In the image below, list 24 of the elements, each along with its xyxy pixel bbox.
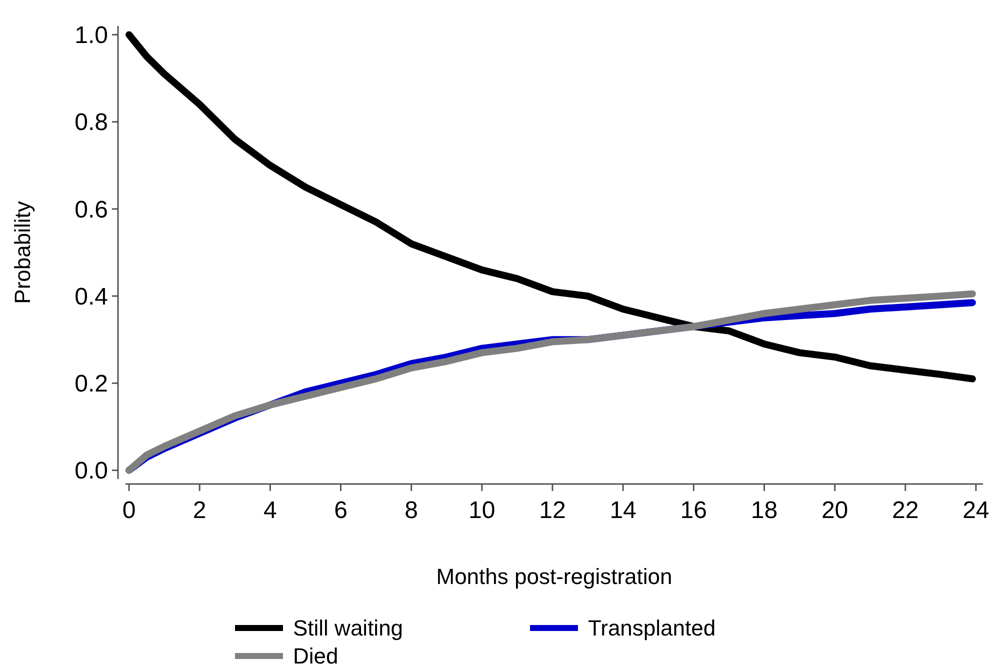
y-tick-label: 0.0 (74, 458, 108, 485)
x-tick-label: 6 (334, 497, 348, 524)
legend-label: Died (293, 644, 338, 669)
legend-label: Still waiting (293, 616, 404, 641)
x-tick-label: 4 (264, 497, 277, 524)
y-axis-title: Probability (10, 201, 35, 304)
x-tick-label: 24 (962, 497, 990, 524)
legend-label: Transplanted (588, 616, 716, 641)
x-tick-label: 14 (610, 497, 636, 524)
x-tick-label: 10 (468, 497, 496, 524)
x-tick-label: 16 (680, 497, 707, 524)
x-axis-title: Months post-registration (436, 564, 672, 589)
x-tick-label: 8 (404, 497, 418, 524)
x-tick-label: 20 (821, 497, 848, 524)
y-tick-label: 0.2 (74, 370, 108, 398)
x-tick-label: 0 (122, 497, 136, 524)
y-tick-label: 0.8 (74, 109, 108, 136)
y-tick-label: 0.4 (74, 283, 108, 310)
x-tick-label: 2 (192, 497, 206, 524)
y-tick-label: 1.0 (74, 22, 108, 50)
x-tick-label: 12 (539, 497, 566, 524)
x-tick-label: 22 (892, 497, 919, 524)
x-tick-label: 18 (750, 497, 778, 524)
y-tick-label: 0.6 (74, 196, 108, 224)
